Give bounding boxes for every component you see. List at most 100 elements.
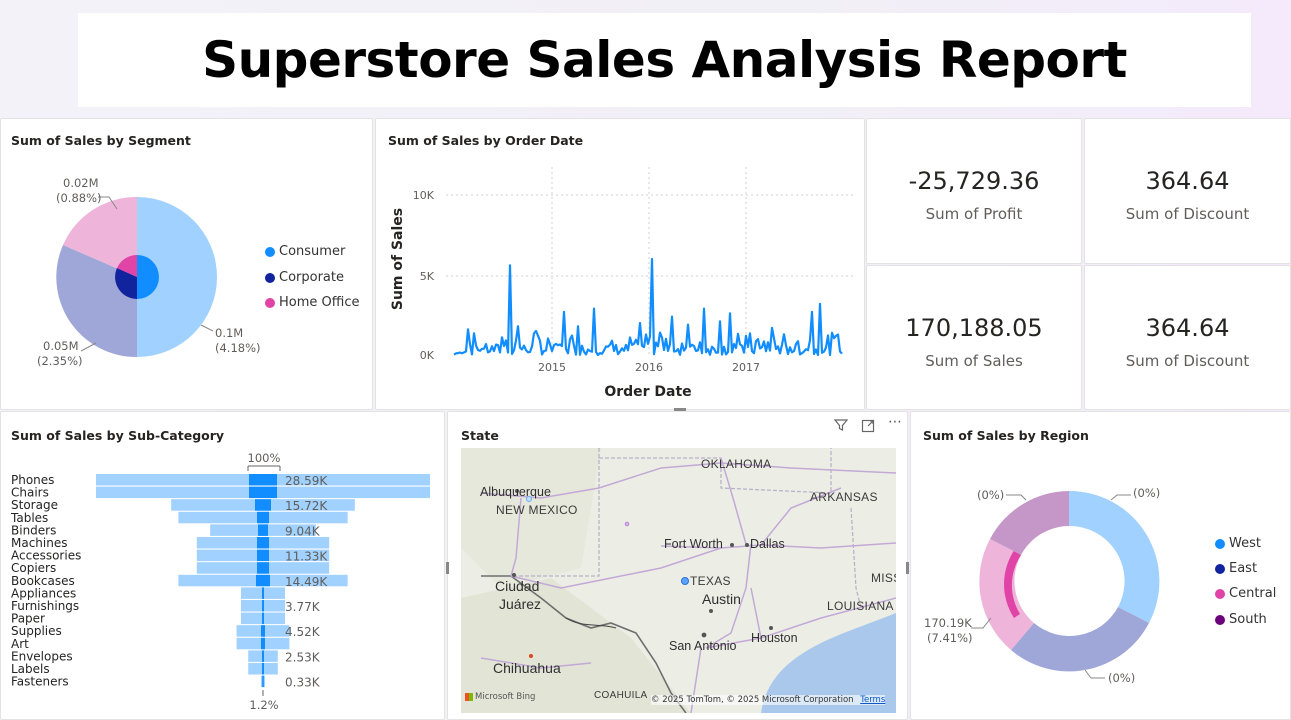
road-11 xyxy=(750,587,762,639)
segment-chart-title: Sum of Sales by Segment xyxy=(11,133,191,148)
label-left-value: 0.05M xyxy=(43,339,79,353)
legend-item-west[interactable]: West xyxy=(1215,536,1261,551)
legend-label-central: Central xyxy=(1229,586,1277,601)
xtick-2016: 2016 xyxy=(635,361,663,374)
segment-pie-card[interactable]: Sum of Sales by Segment 0.02M (0.88%) 0.… xyxy=(0,118,373,410)
legend-item-consumer[interactable]: Consumer xyxy=(265,244,345,259)
road-7 xyxy=(720,457,747,545)
terrain-shade-west xyxy=(461,448,601,588)
map-dot-fortworth xyxy=(730,543,734,547)
donut-leader-top-right xyxy=(1110,494,1131,501)
kpi-card-sales[interactable]: 170,188.05 Sum of Sales xyxy=(866,265,1082,410)
legend-dot-east xyxy=(1215,563,1225,574)
funnel-bar-highlight xyxy=(261,625,265,637)
funnel-bar-highlight xyxy=(249,486,277,499)
funnel-bar-highlight xyxy=(255,499,271,511)
funnel-category-label: Phones xyxy=(11,473,54,487)
funnel-category-label: Bookcases xyxy=(11,574,75,588)
funnel-bar-highlight xyxy=(262,663,264,675)
funnel-value-label: 4.52K xyxy=(285,625,321,639)
legend-item-south[interactable]: South xyxy=(1215,612,1267,627)
funnel-value-label: 11.33K xyxy=(285,550,328,564)
label-top-pct: (0.88%) xyxy=(56,191,102,205)
map-bubble-albuquerque xyxy=(526,496,532,502)
state-map-card[interactable]: State ⋯ xyxy=(446,408,909,720)
funnel-value-label: 9.04K xyxy=(285,524,321,538)
focus-mode-icon[interactable] xyxy=(861,418,875,437)
map-terms-link[interactable]: Terms xyxy=(860,695,886,705)
map-label-coahuila: COAHUILA xyxy=(594,690,648,701)
pie-slice-consumer xyxy=(137,197,217,357)
state-border-nm-tx xyxy=(511,448,600,577)
kpi-sales-label: Sum of Sales xyxy=(925,352,1023,370)
funnel-category-label: Furnishings xyxy=(11,599,79,613)
more-options-icon[interactable]: ⋯ xyxy=(888,414,902,430)
kpi-profit-value: -25,729.36 xyxy=(908,167,1040,195)
funnel-value-label: 2.53K xyxy=(285,650,321,664)
donut-leader-left xyxy=(971,617,992,629)
resize-handle-top-icon[interactable] xyxy=(674,408,686,411)
legend-label-home-office: Home Office xyxy=(279,295,360,310)
map-label-houston: Houston xyxy=(751,631,798,645)
map-attribution: © 2025 TomTom, © 2025 Microsoft Corporat… xyxy=(651,695,886,705)
leader-line-left xyxy=(80,342,97,352)
resize-handle-right-icon[interactable] xyxy=(906,562,909,574)
xtick-2015: 2015 xyxy=(538,361,566,374)
kpi-sales-value: 170,188.05 xyxy=(905,314,1043,342)
label-left-pct: (2.35%) xyxy=(37,354,83,368)
kpi-card-discount-1[interactable]: 364.64 Sum of Discount xyxy=(1084,118,1291,264)
resize-handle-left-icon[interactable] xyxy=(446,562,449,574)
map-bubble-texas xyxy=(681,577,689,585)
funnel-top-pct: 100% xyxy=(248,451,281,465)
map-label-albuquerque: Albuquerque xyxy=(480,485,551,499)
order-date-line-card[interactable]: Sum of Sales by Order Date 10K 5K 0K 201… xyxy=(375,118,865,410)
legend-label-consumer: Consumer xyxy=(279,244,346,259)
funnel-value-label: 15.72K xyxy=(285,499,328,513)
ytick-10k: 10K xyxy=(413,189,435,202)
funnel-category-label: Storage xyxy=(11,498,58,512)
funnel-value-label: 0.33K xyxy=(285,676,321,690)
legend-item-east[interactable]: East xyxy=(1215,561,1257,576)
kpi-card-discount-2[interactable]: 364.64 Sum of Discount xyxy=(1084,265,1291,410)
map-label-new-mexico: NEW MEXICO xyxy=(496,503,578,517)
legend-item-central[interactable]: Central xyxy=(1215,586,1276,601)
funnel-category-label: Chairs xyxy=(11,486,49,500)
ytick-5k: 5K xyxy=(420,270,435,283)
funnel-category-label: Supplies xyxy=(11,624,62,638)
map-label-texas: TEXAS xyxy=(690,574,731,588)
road-4 xyxy=(705,543,752,649)
map-label-louisiana: LOUISIANA xyxy=(827,599,894,613)
x-axis-label: Order Date xyxy=(604,384,691,400)
filter-icon[interactable] xyxy=(833,418,849,436)
region-donut-card[interactable]: Sum of Sales by Region (0%) (0%) (0%) 17… xyxy=(910,411,1291,720)
bing-logo-icon xyxy=(465,693,473,701)
map-label-oklahoma: OKLAHOMA xyxy=(701,457,772,471)
donut-slice-south xyxy=(990,491,1069,555)
map-label-austin: Austin xyxy=(702,591,741,607)
map-bubble-nm xyxy=(624,521,630,527)
kpi-card-profit[interactable]: -25,729.36 Sum of Profit xyxy=(866,118,1082,264)
funnel-category-label: Machines xyxy=(11,536,67,550)
date-chart-title: Sum of Sales by Order Date xyxy=(388,133,584,148)
funnel-bar-highlight xyxy=(262,650,264,662)
funnel-bottom-pct: 1.2% xyxy=(249,698,278,712)
funnel-bar-highlight xyxy=(262,675,264,688)
legend-label-west: West xyxy=(1229,536,1261,551)
subcat-chart-title: Sum of Sales by Sub-Category xyxy=(11,428,225,443)
funnel-bar-highlight xyxy=(261,637,265,650)
map-attribution-text: © 2025 TomTom, © 2025 Microsoft Corporat… xyxy=(651,695,854,705)
sales-series-line xyxy=(453,257,843,357)
map-dot-sanantonio xyxy=(701,632,707,638)
road-2 xyxy=(510,497,522,577)
legend-item-corporate[interactable]: Corporate xyxy=(265,270,344,285)
donut-label-bottom: (0%) xyxy=(1108,671,1135,685)
map-label-ciudad: Ciudad xyxy=(495,578,540,594)
road-6 xyxy=(510,547,722,589)
legend-item-home-office[interactable]: Home Office xyxy=(265,295,359,310)
donut-label-top-right: (0%) xyxy=(1133,486,1160,500)
map-dot-houston xyxy=(769,626,773,630)
donut-leader-top-left xyxy=(1006,494,1027,501)
map-canvas[interactable]: OKLAHOMA Albuquerque NEW MEXICO ARKANSAS… xyxy=(461,448,896,713)
legend-dot-south xyxy=(1215,614,1225,625)
subcategory-funnel-card[interactable]: Sum of Sales by Sub-Category 100% 1.2% P… xyxy=(0,411,445,720)
